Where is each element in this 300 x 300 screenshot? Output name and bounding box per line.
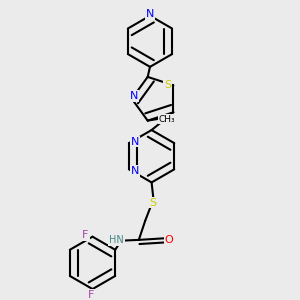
Text: N: N bbox=[130, 166, 139, 176]
Text: S: S bbox=[150, 197, 157, 208]
Text: N: N bbox=[146, 9, 154, 19]
Text: HN: HN bbox=[109, 235, 124, 245]
Text: F: F bbox=[82, 230, 89, 240]
Text: F: F bbox=[88, 290, 94, 300]
Text: N: N bbox=[130, 136, 139, 146]
Text: O: O bbox=[165, 235, 173, 245]
Text: N: N bbox=[130, 91, 139, 101]
Text: CH₃: CH₃ bbox=[158, 115, 175, 124]
Text: S: S bbox=[164, 80, 171, 90]
